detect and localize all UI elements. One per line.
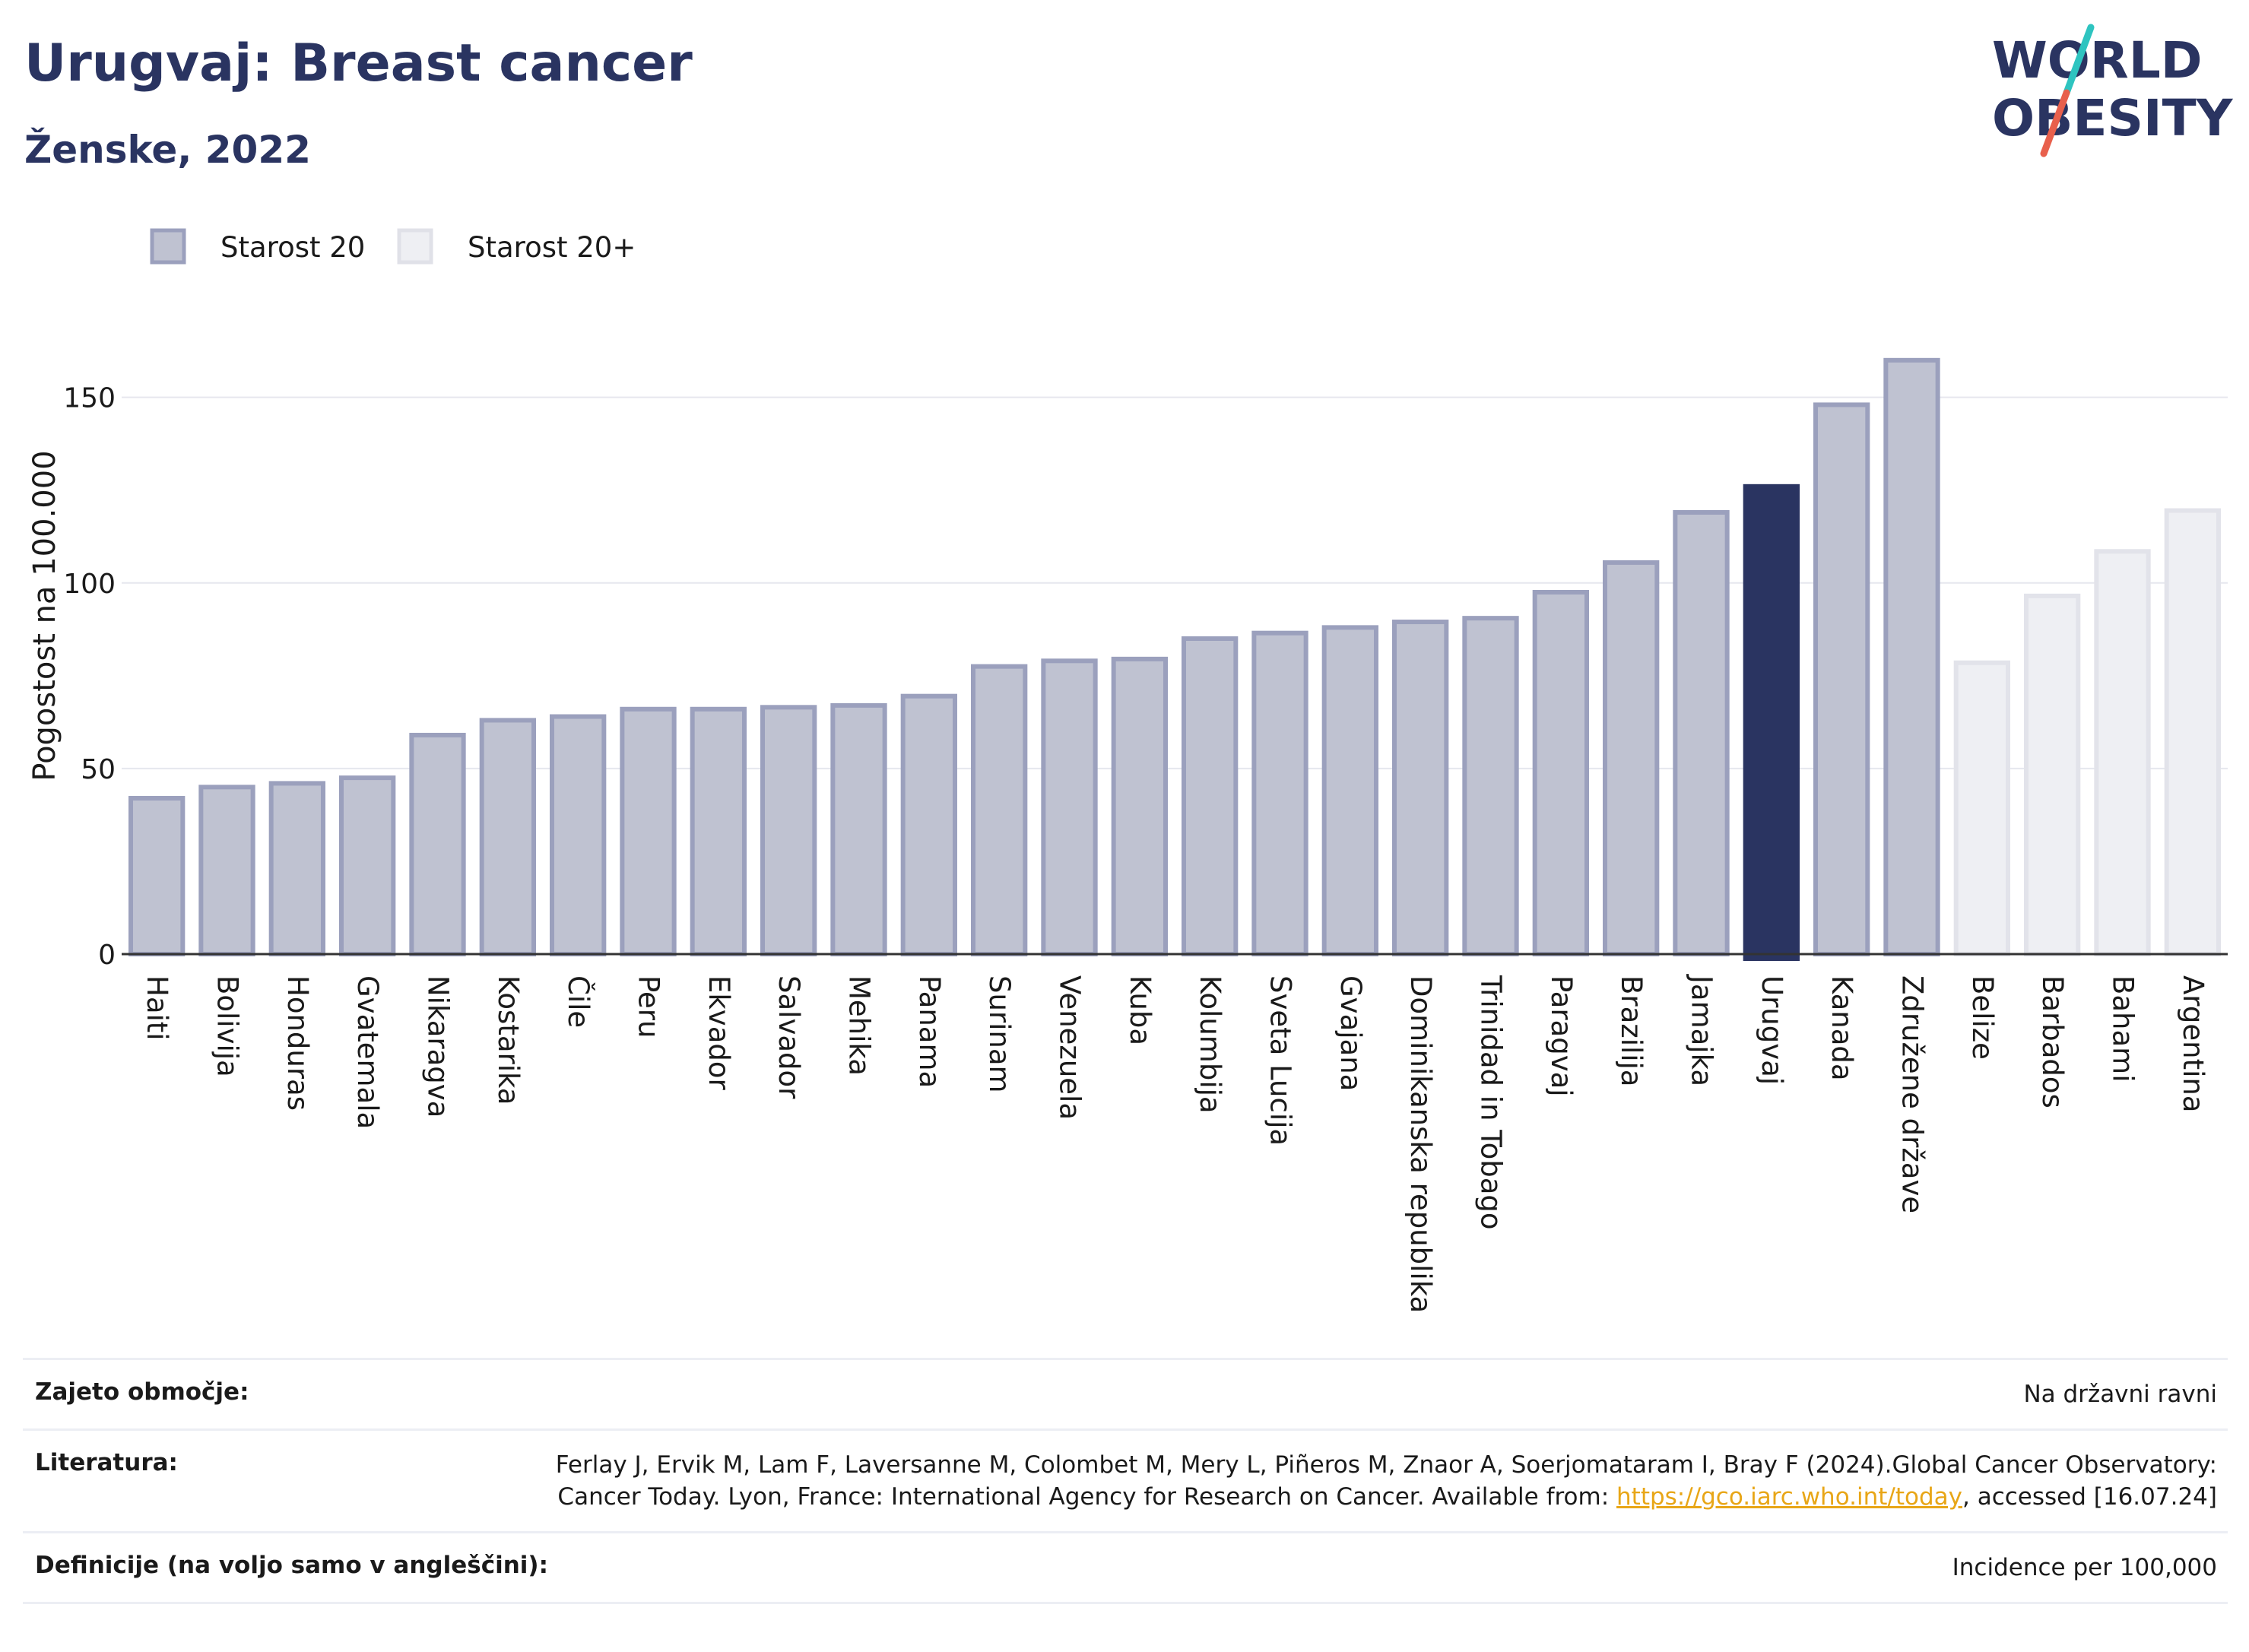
reference-text: Ferlay J, Ervik M, Lam F, Laversanne M, … bbox=[555, 1451, 2217, 1511]
bar[interactable] bbox=[830, 702, 887, 956]
legend: Starost 20 Starost 20+ bbox=[150, 228, 636, 265]
legend-label: Starost 20 bbox=[220, 231, 365, 264]
bars bbox=[122, 357, 2228, 961]
y-axis-label: Pogostost na 100.000 bbox=[27, 450, 62, 781]
bar[interactable] bbox=[128, 795, 186, 956]
x-tick-label: Bahami bbox=[2107, 975, 2140, 1083]
x-tick-label: Kuba bbox=[1124, 975, 1156, 1045]
bar[interactable] bbox=[479, 718, 536, 956]
x-tick-label: Barbados bbox=[2036, 975, 2069, 1108]
x-tick-label: Kolumbija bbox=[1194, 975, 1226, 1114]
metadata-table: Zajeto območje: Na državni ravni Literat… bbox=[23, 1358, 2228, 1604]
bar[interactable] bbox=[1111, 656, 1168, 957]
meta-key: Definicije (na voljo samo v angleščini): bbox=[35, 1552, 548, 1579]
reference-accessed: , accessed [16.07.24] bbox=[1962, 1483, 2217, 1511]
chart-title: Urugvaj: Breast cancer bbox=[24, 33, 693, 94]
bar[interactable] bbox=[690, 706, 747, 956]
bar[interactable] bbox=[409, 732, 466, 956]
meta-row-coverage: Zajeto območje: Na državni ravni bbox=[23, 1358, 2228, 1428]
bar[interactable] bbox=[198, 785, 255, 956]
x-tick-label: Dominikanska republika bbox=[1404, 975, 1437, 1313]
x-tick-label: Sveta Lucija bbox=[1264, 975, 1297, 1146]
bar[interactable] bbox=[2094, 549, 2151, 956]
x-tick-label: Panama bbox=[913, 975, 946, 1088]
bar[interactable] bbox=[1462, 616, 1519, 956]
x-tick-label: Trinidad in Tobago bbox=[1475, 975, 1508, 1230]
bar-chart: Starost 20 Starost 20+ 0 50 100 150 Haiti Bol… bbox=[27, 228, 2228, 1313]
x-tick-label: Gvajana bbox=[1334, 975, 1367, 1091]
x-tick-label: Venezuela bbox=[1054, 975, 1086, 1120]
x-tick-label: Gvatemala bbox=[351, 975, 384, 1129]
legend-swatch bbox=[397, 228, 433, 265]
meta-key: Zajeto območje: bbox=[35, 1378, 249, 1406]
bar[interactable] bbox=[900, 693, 957, 956]
bar[interactable] bbox=[1673, 510, 1730, 956]
bar[interactable] bbox=[1251, 630, 1308, 956]
bar[interactable] bbox=[1392, 620, 1449, 956]
x-tick-label: Urugvaj bbox=[1756, 975, 1788, 1085]
x-axis-labels: Haiti Bolivija Honduras Gvatemala Nikaragva K… bbox=[141, 974, 2209, 1313]
x-tick-label: Honduras bbox=[281, 975, 314, 1111]
legend-label: Starost 20+ bbox=[468, 231, 636, 264]
x-tick-label: Argentina bbox=[2177, 975, 2209, 1112]
bar[interactable] bbox=[1041, 658, 1098, 956]
logo-slash-bottom bbox=[2040, 89, 2070, 157]
x-tick-label: Združene države bbox=[1896, 975, 1929, 1213]
bar[interactable] bbox=[1743, 484, 1800, 961]
meta-value: Incidence per 100,000 bbox=[1952, 1554, 2217, 1581]
y-tick-label: 100 bbox=[63, 569, 116, 600]
bar[interactable] bbox=[1182, 636, 1239, 956]
chart-subtitle: Ženske, 2022 bbox=[24, 128, 311, 172]
x-tick-label: Mehika bbox=[843, 975, 876, 1076]
y-tick-label: 50 bbox=[81, 754, 116, 785]
bar[interactable] bbox=[1603, 560, 1660, 956]
world-obesity-logo: WORLD OBESITY bbox=[1992, 24, 2234, 157]
x-tick-label: Brazilija bbox=[1615, 975, 1648, 1086]
x-tick-label: Kanada bbox=[1826, 975, 1858, 1081]
bar[interactable] bbox=[2024, 593, 2081, 957]
y-tick-label: 150 bbox=[63, 383, 116, 414]
x-tick-label: Salvador bbox=[772, 975, 805, 1099]
meta-row-definitions: Definicije (na voljo samo v angleščini):… bbox=[23, 1531, 2228, 1604]
bar[interactable] bbox=[550, 714, 607, 956]
bar[interactable] bbox=[1532, 589, 1589, 956]
x-tick-label: Belize bbox=[1966, 975, 1999, 1060]
x-tick-label: Jamajka bbox=[1686, 974, 1718, 1086]
bar[interactable] bbox=[2164, 508, 2221, 956]
x-tick-label: Čile bbox=[562, 975, 595, 1028]
bar[interactable] bbox=[1321, 625, 1378, 957]
y-tick-label: 0 bbox=[98, 940, 116, 971]
meta-value: Ferlay J, Ervik M, Lam F, Laversanne M, … bbox=[506, 1449, 2217, 1513]
y-axis: 0 50 100 150 bbox=[63, 383, 116, 971]
reference-link[interactable]: https://gco.iarc.who.int/today bbox=[1616, 1483, 1962, 1511]
x-tick-label: Haiti bbox=[141, 975, 173, 1041]
x-tick-label: Ekvador bbox=[703, 975, 735, 1090]
bar[interactable] bbox=[339, 775, 396, 957]
x-tick-label: Kostarika bbox=[492, 975, 525, 1105]
bar[interactable] bbox=[971, 664, 1028, 957]
x-tick-label: Bolivija bbox=[211, 975, 244, 1077]
x-tick-label: Surinam bbox=[983, 975, 1016, 1093]
x-tick-label: Paragvaj bbox=[1545, 975, 1578, 1097]
bar[interactable] bbox=[1813, 402, 1870, 956]
legend-swatch bbox=[150, 228, 186, 265]
x-tick-label: Peru bbox=[633, 975, 665, 1038]
bar[interactable] bbox=[1953, 660, 2010, 956]
logo-slash-top bbox=[2063, 24, 2095, 97]
bar[interactable] bbox=[268, 781, 325, 956]
gridlines bbox=[122, 396, 2228, 769]
logo-line-obesity: OBESITY bbox=[1992, 89, 2234, 147]
x-tick-label: Nikaragva bbox=[422, 975, 455, 1118]
meta-key: Literatura: bbox=[35, 1449, 178, 1476]
meta-value: Na državni ravni bbox=[2023, 1381, 2217, 1408]
bar[interactable] bbox=[760, 705, 817, 957]
bar[interactable] bbox=[1883, 357, 1940, 956]
bar[interactable] bbox=[620, 706, 677, 956]
meta-row-literature: Literatura: Ferlay J, Ervik M, Lam F, La… bbox=[23, 1428, 2228, 1531]
logo-line-world: WORLD bbox=[1992, 31, 2203, 90]
